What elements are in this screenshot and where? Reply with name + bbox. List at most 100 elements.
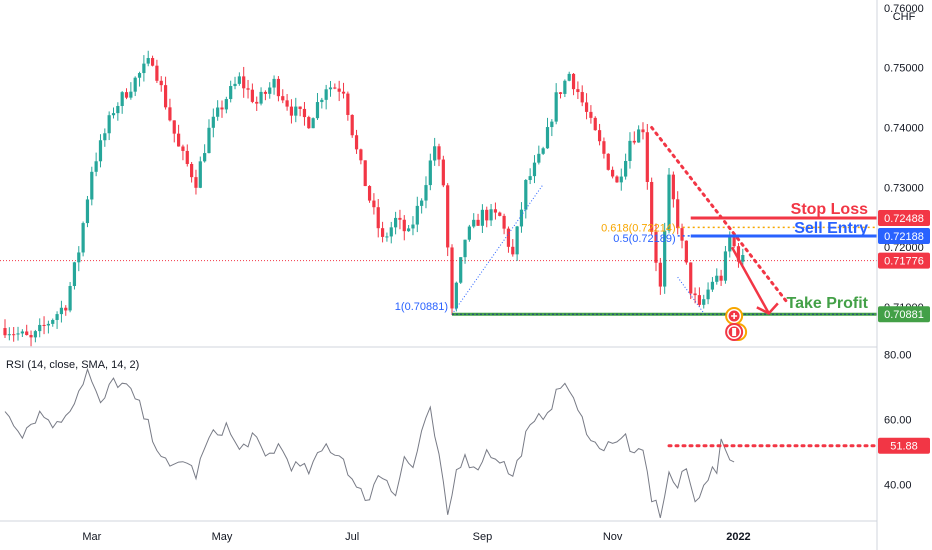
candle[interactable]: [498, 211, 502, 217]
candle[interactable]: [693, 287, 697, 304]
candle[interactable]: [736, 243, 741, 268]
candle[interactable]: [20, 329, 24, 337]
candle[interactable]: [38, 318, 42, 338]
candle[interactable]: [398, 209, 402, 230]
candle[interactable]: [528, 168, 532, 185]
candle[interactable]: [493, 202, 498, 220]
candle[interactable]: [64, 305, 68, 316]
candle[interactable]: [341, 82, 346, 99]
candle[interactable]: [593, 116, 597, 131]
candle[interactable]: [98, 134, 103, 168]
candle[interactable]: [472, 213, 476, 229]
candle[interactable]: [376, 199, 380, 238]
candle[interactable]: [658, 257, 662, 295]
candle[interactable]: [433, 137, 437, 166]
candle[interactable]: [68, 281, 72, 313]
candle[interactable]: [650, 177, 654, 235]
candle[interactable]: [272, 75, 276, 95]
event-flag-icon[interactable]: [725, 323, 748, 341]
candle[interactable]: [428, 153, 432, 191]
candle[interactable]: [511, 239, 515, 257]
candle[interactable]: [33, 329, 37, 343]
candle[interactable]: [689, 262, 693, 300]
candle[interactable]: [597, 123, 602, 146]
candle[interactable]: [684, 240, 688, 265]
candle[interactable]: [411, 216, 415, 236]
candle[interactable]: [519, 202, 524, 233]
candle[interactable]: [628, 132, 632, 169]
candle[interactable]: [611, 166, 615, 179]
candle[interactable]: [741, 248, 745, 266]
candle[interactable]: [25, 324, 29, 336]
candle[interactable]: [554, 83, 558, 125]
candle[interactable]: [181, 144, 185, 161]
candle[interactable]: [263, 90, 267, 101]
candle[interactable]: [42, 316, 46, 335]
candle[interactable]: [667, 168, 671, 234]
candle[interactable]: [155, 59, 159, 84]
candle[interactable]: [532, 155, 537, 184]
candle[interactable]: [7, 327, 11, 341]
candle[interactable]: [463, 239, 467, 264]
candle[interactable]: [502, 213, 506, 235]
candle[interactable]: [550, 119, 554, 137]
candle[interactable]: [281, 89, 285, 104]
candle[interactable]: [94, 152, 98, 177]
candle[interactable]: [537, 145, 541, 165]
candle[interactable]: [320, 97, 324, 109]
candle[interactable]: [606, 153, 610, 171]
candle[interactable]: [150, 55, 155, 67]
candle[interactable]: [506, 226, 511, 253]
candle[interactable]: [702, 294, 706, 309]
candle[interactable]: [289, 99, 294, 124]
price-pane[interactable]: Stop Loss Sell Entry Take Profit 0.618(0.72…: [0, 50, 877, 347]
candle[interactable]: [558, 91, 563, 99]
candle[interactable]: [437, 143, 441, 167]
candle[interactable]: [203, 144, 207, 163]
candle[interactable]: [654, 223, 658, 272]
candle[interactable]: [211, 108, 215, 138]
candle[interactable]: [311, 117, 315, 129]
candle[interactable]: [103, 128, 107, 147]
candle[interactable]: [120, 91, 124, 114]
candle[interactable]: [124, 88, 129, 100]
candle[interactable]: [346, 91, 350, 121]
candle[interactable]: [359, 148, 363, 165]
candle[interactable]: [420, 198, 424, 214]
candle[interactable]: [723, 245, 728, 284]
candle[interactable]: [237, 72, 241, 86]
candle[interactable]: [680, 223, 684, 249]
candle[interactable]: [55, 311, 59, 329]
candle[interactable]: [194, 169, 198, 195]
candle[interactable]: [29, 330, 33, 347]
candle[interactable]: [354, 129, 359, 154]
candle[interactable]: [710, 277, 715, 292]
candle[interactable]: [480, 204, 484, 233]
candle[interactable]: [315, 92, 320, 121]
candle[interactable]: [90, 166, 94, 206]
candle[interactable]: [446, 183, 450, 257]
candle[interactable]: [541, 146, 545, 156]
candle[interactable]: [641, 122, 645, 140]
candle[interactable]: [363, 160, 367, 187]
candle[interactable]: [259, 87, 263, 106]
candle[interactable]: [624, 153, 628, 180]
candle[interactable]: [51, 318, 55, 327]
candle[interactable]: [385, 232, 389, 242]
candle[interactable]: [715, 268, 719, 285]
candle[interactable]: [229, 80, 233, 103]
candle[interactable]: [394, 211, 398, 235]
candle[interactable]: [185, 144, 189, 167]
candle[interactable]: [16, 326, 20, 341]
candle[interactable]: [450, 244, 454, 315]
candle[interactable]: [489, 204, 493, 227]
candle[interactable]: [285, 94, 289, 111]
candle[interactable]: [268, 82, 272, 99]
candle[interactable]: [246, 79, 250, 99]
candle[interactable]: [407, 225, 411, 232]
candle[interactable]: [576, 81, 580, 100]
candle[interactable]: [380, 221, 385, 243]
candle[interactable]: [485, 206, 489, 228]
candle[interactable]: [389, 221, 393, 244]
